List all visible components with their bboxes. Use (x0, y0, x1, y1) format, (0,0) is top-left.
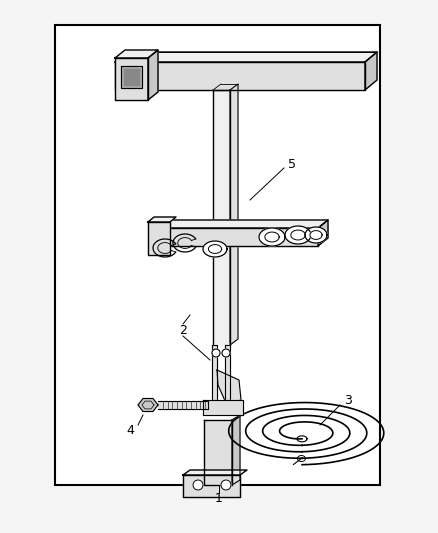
Polygon shape (203, 241, 227, 257)
Polygon shape (265, 232, 279, 242)
Polygon shape (217, 370, 241, 403)
Polygon shape (203, 400, 243, 415)
Polygon shape (152, 228, 318, 246)
Bar (55, 25, 380, 485)
Polygon shape (213, 90, 230, 345)
Polygon shape (148, 222, 170, 255)
Circle shape (212, 349, 220, 357)
Polygon shape (152, 220, 328, 228)
Text: 4: 4 (126, 424, 134, 437)
Circle shape (193, 480, 203, 490)
Polygon shape (115, 50, 158, 58)
Polygon shape (183, 470, 247, 475)
Polygon shape (148, 50, 158, 100)
Polygon shape (230, 84, 238, 345)
Polygon shape (121, 66, 142, 88)
Polygon shape (115, 58, 148, 100)
Polygon shape (148, 217, 176, 222)
Text: 5: 5 (288, 158, 296, 172)
Polygon shape (212, 345, 217, 400)
Polygon shape (232, 415, 240, 485)
Polygon shape (291, 230, 305, 240)
Polygon shape (259, 228, 285, 246)
Polygon shape (305, 227, 327, 243)
Polygon shape (318, 220, 328, 246)
Polygon shape (183, 475, 240, 497)
Polygon shape (115, 52, 377, 62)
Polygon shape (208, 245, 222, 253)
Polygon shape (225, 345, 230, 400)
Polygon shape (310, 231, 322, 239)
Polygon shape (115, 62, 365, 90)
Text: 1: 1 (215, 492, 223, 505)
Polygon shape (365, 52, 377, 90)
Polygon shape (204, 420, 232, 485)
Text: 3: 3 (344, 393, 352, 407)
Text: 2: 2 (179, 324, 187, 336)
Polygon shape (124, 69, 139, 85)
Polygon shape (285, 226, 311, 244)
Polygon shape (138, 399, 158, 411)
Circle shape (221, 480, 231, 490)
Circle shape (222, 349, 230, 357)
Polygon shape (158, 401, 208, 409)
